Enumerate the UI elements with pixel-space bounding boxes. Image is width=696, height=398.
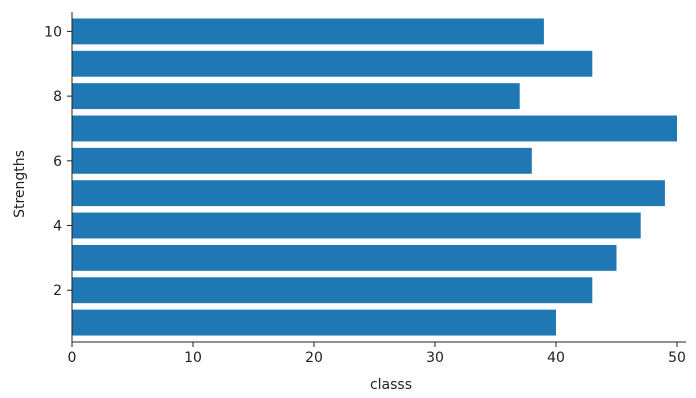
y-tick-label-10: 10 — [44, 24, 62, 40]
bar-3 — [72, 244, 617, 271]
x-tick-label-50: 50 — [668, 350, 686, 366]
x-axis-label: classs — [370, 377, 412, 393]
y-tick-label-8: 8 — [53, 89, 62, 105]
y-tick-label-6: 6 — [53, 154, 62, 170]
x-tick-label-20: 20 — [305, 350, 323, 366]
y-axis-label: Strengths — [12, 150, 28, 218]
bar-7 — [72, 115, 677, 142]
bar-1 — [72, 309, 556, 336]
axes-layer — [71, 12, 686, 343]
x-tick-label-10: 10 — [184, 350, 202, 366]
bar-5 — [72, 180, 665, 207]
x-tick-label-40: 40 — [547, 350, 565, 366]
bar-2 — [72, 277, 593, 304]
x-tick-label-30: 30 — [426, 350, 444, 366]
y-tick-label-2: 2 — [53, 283, 62, 299]
bar-10 — [72, 18, 544, 45]
bar-4 — [72, 212, 641, 239]
ticks-layer: 0 10 20 30 40 50 2 4 6 8 10 — [44, 24, 686, 366]
bar-8 — [72, 83, 520, 110]
bar-6 — [72, 147, 532, 174]
x-tick-label-0: 0 — [68, 350, 77, 366]
y-tick-label-4: 4 — [53, 219, 62, 235]
bar-9 — [72, 50, 593, 77]
bars-layer — [72, 18, 677, 336]
